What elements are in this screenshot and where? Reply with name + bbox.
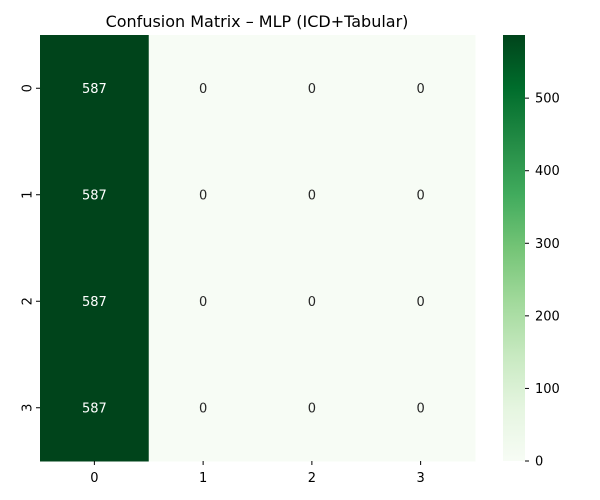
cell-value-label: 0 xyxy=(308,188,316,203)
cell-value-label: 587 xyxy=(82,401,107,416)
colorbar: 0 100 200 300 400 500 xyxy=(503,35,560,470)
cell-value-label: 0 xyxy=(416,401,424,416)
x-tick-label: 3 xyxy=(416,471,424,486)
cell-value-label: 0 xyxy=(199,82,207,97)
x-tick-label: 2 xyxy=(308,471,316,486)
heatmap-cell xyxy=(366,35,476,142)
heatmap-cell xyxy=(257,141,367,249)
y-tick-label: 1 xyxy=(21,191,36,199)
cell-value-label: 587 xyxy=(82,82,107,97)
y-tick-label: 2 xyxy=(21,297,36,305)
colorbar-gradient xyxy=(503,35,525,461)
heatmap-cell xyxy=(40,35,150,142)
heatmap-cell xyxy=(148,248,258,355)
colorbar-tick-label: 200 xyxy=(535,309,560,324)
heatmap-cell xyxy=(40,141,150,249)
heatmap-cell xyxy=(148,354,258,462)
y-axis: 0 1 2 3 xyxy=(21,84,40,412)
x-tick-label: 0 xyxy=(90,471,98,486)
colorbar-tick-label: 100 xyxy=(535,382,560,397)
colorbar-tick-label: 500 xyxy=(535,92,560,107)
heatmap-cell xyxy=(366,354,476,462)
cell-value-label: 0 xyxy=(416,188,424,203)
y-tick-label: 0 xyxy=(21,84,36,92)
heatmap-cell xyxy=(148,141,258,249)
colorbar-tick-label: 300 xyxy=(535,237,560,252)
x-tick-label: 1 xyxy=(199,471,207,486)
heatmap-cell xyxy=(148,35,258,142)
cell-value-label: 587 xyxy=(82,295,107,310)
heatmap-cell xyxy=(257,35,367,142)
x-axis: 0 1 2 3 xyxy=(90,461,425,486)
heatmap-cell xyxy=(40,248,150,355)
chart-title: Confusion Matrix – MLP (ICD+Tabular) xyxy=(106,12,409,31)
heatmap-cells: 587 0 0 0 587 0 0 0 587 0 0 0 587 0 0 0 xyxy=(40,35,476,462)
cell-value-label: 0 xyxy=(416,82,424,97)
cell-value-label: 0 xyxy=(308,295,316,310)
colorbar-tick-label: 400 xyxy=(535,164,560,179)
heatmap-cell xyxy=(257,248,367,355)
cell-value-label: 587 xyxy=(82,188,107,203)
colorbar-tick-label: 0 xyxy=(535,455,543,470)
heatmap-cell xyxy=(366,141,476,249)
cell-value-label: 0 xyxy=(199,188,207,203)
cell-value-label: 0 xyxy=(199,295,207,310)
cell-value-label: 0 xyxy=(308,401,316,416)
y-tick-label: 3 xyxy=(21,404,36,412)
heatmap-cell xyxy=(40,354,150,462)
cell-value-label: 0 xyxy=(416,295,424,310)
heatmap-cell xyxy=(257,354,367,462)
colorbar-ticks: 0 100 200 300 400 500 xyxy=(525,92,560,470)
cell-value-label: 0 xyxy=(199,401,207,416)
heatmap-cell xyxy=(366,248,476,355)
cell-value-label: 0 xyxy=(308,82,316,97)
